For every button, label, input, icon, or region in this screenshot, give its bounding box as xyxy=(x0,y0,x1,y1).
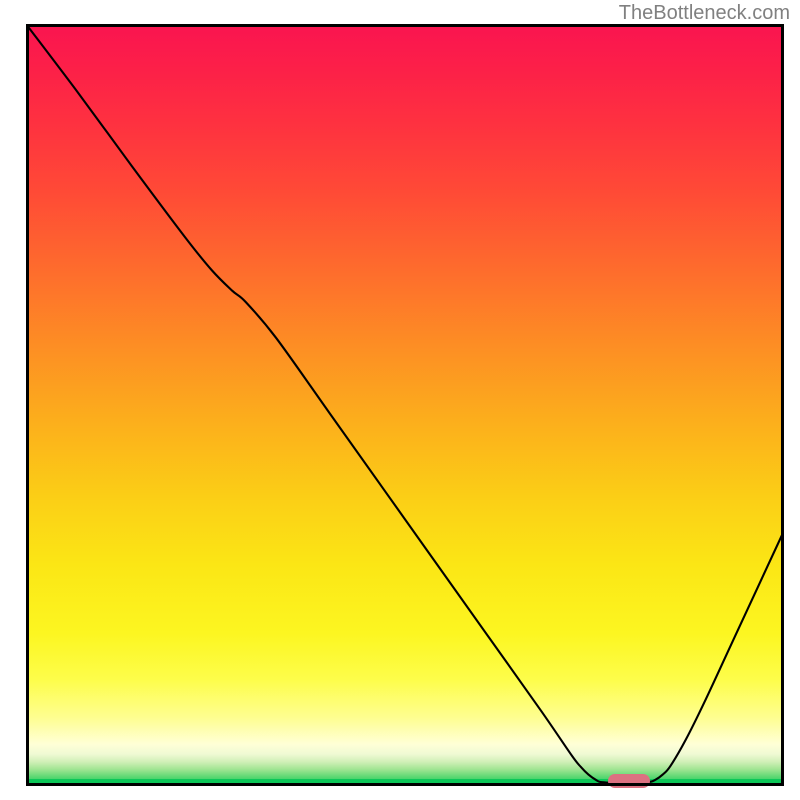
plot-area xyxy=(26,24,784,786)
curve-path xyxy=(26,24,784,783)
bottleneck-curve xyxy=(26,24,784,786)
optimal-marker xyxy=(608,774,650,788)
watermark-text: TheBottleneck.com xyxy=(619,2,790,25)
